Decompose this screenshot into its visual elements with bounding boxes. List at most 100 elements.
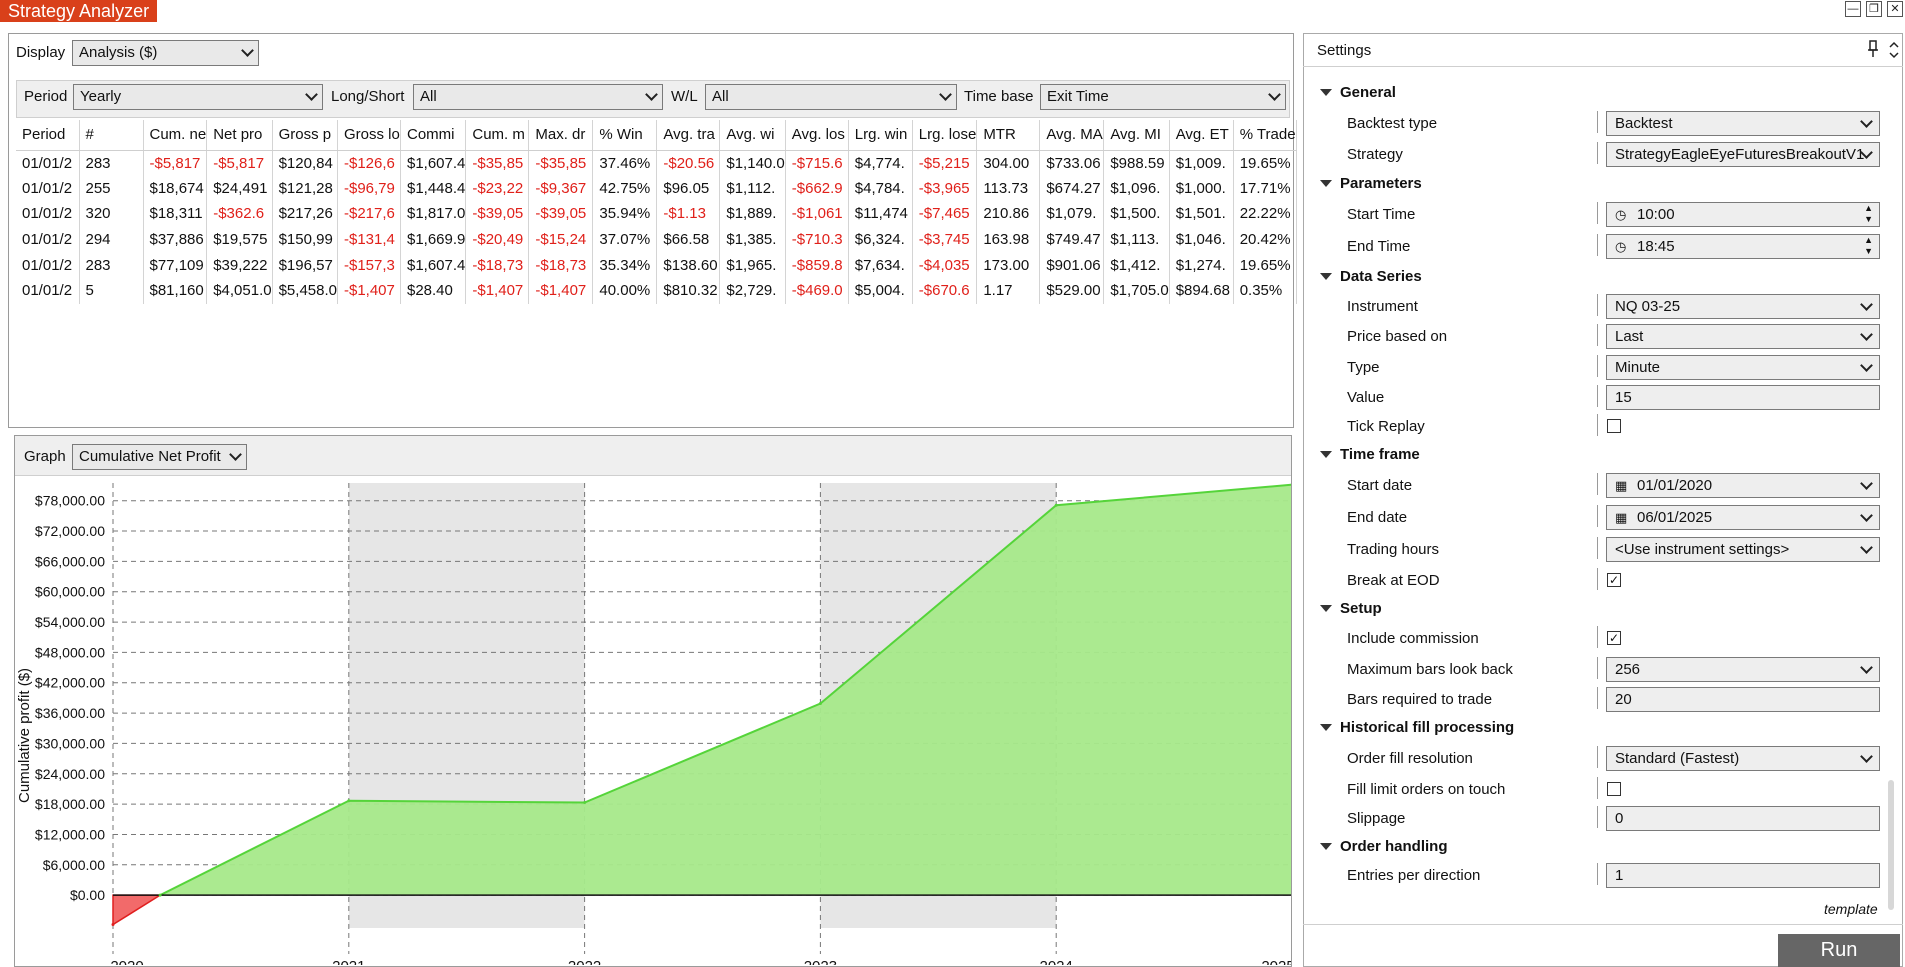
column-header[interactable]: MTR bbox=[976, 120, 1041, 151]
table-cell: -$4,035 bbox=[912, 252, 978, 278]
column-header[interactable]: Avg. MA bbox=[1039, 120, 1105, 151]
settings-scrollbar[interactable] bbox=[1888, 780, 1894, 910]
break-at-eod-checkbox[interactable]: ✓ bbox=[1607, 573, 1621, 587]
column-header[interactable]: Period bbox=[16, 120, 80, 151]
close-icon[interactable]: ✕ bbox=[1887, 1, 1903, 17]
table-cell: $66.58 bbox=[656, 226, 721, 253]
data-point bbox=[111, 923, 115, 927]
column-header[interactable]: Lrg. win bbox=[848, 120, 913, 151]
end-time-field[interactable]: ◷ 18:45 ▲ ▼ bbox=[1606, 234, 1880, 259]
chevron-down-icon[interactable] bbox=[1320, 273, 1332, 280]
column-divider bbox=[1597, 414, 1598, 436]
section-header[interactable]: Parameters bbox=[1340, 175, 1422, 192]
section-header[interactable]: Order handling bbox=[1340, 838, 1448, 855]
chevron-down-icon[interactable] bbox=[1320, 89, 1332, 96]
column-header[interactable]: Avg. ET bbox=[1169, 120, 1234, 151]
column-header[interactable]: Gross lo bbox=[337, 120, 401, 151]
long-short-select[interactable]: All bbox=[413, 84, 663, 110]
section-header[interactable]: Setup bbox=[1340, 600, 1382, 617]
column-header[interactable]: Avg. wi bbox=[719, 120, 786, 151]
scroll-arrows-icon[interactable] bbox=[1887, 38, 1901, 62]
column-divider bbox=[1597, 111, 1598, 133]
table-row[interactable]: 01/01/2 5 $81,160 $4,051.0 $5,458.0 -$1,407 $2… bbox=[16, 277, 1297, 304]
section-header[interactable]: Data Series bbox=[1340, 268, 1422, 285]
chevron-down-icon[interactable] bbox=[1320, 724, 1332, 731]
column-header[interactable]: Max. dr bbox=[528, 120, 594, 151]
chevron-down-icon[interactable] bbox=[1320, 451, 1332, 458]
section-header[interactable]: Historical fill processing bbox=[1340, 719, 1515, 736]
tick-replay-checkbox[interactable] bbox=[1607, 419, 1621, 433]
start-date-field[interactable]: ▦ 01/01/2020 bbox=[1606, 473, 1880, 498]
column-header[interactable]: Lrg. lose bbox=[912, 120, 978, 151]
table-cell: -$1,407 bbox=[528, 277, 594, 304]
table-cell: $5,458.0 bbox=[272, 277, 338, 304]
table-cell: $1,385. bbox=[719, 226, 786, 253]
section-header[interactable]: Time frame bbox=[1340, 446, 1420, 463]
chevron-down-icon[interactable] bbox=[1320, 843, 1332, 850]
run-button[interactable]: Run bbox=[1778, 934, 1900, 967]
table-row[interactable]: 01/01/2 283 -$5,817 -$5,817 $120,84 -$126,6 $1… bbox=[16, 150, 1297, 176]
negative-area bbox=[112, 894, 163, 926]
column-header[interactable]: Cum. m bbox=[465, 120, 530, 151]
maximum-bars-look-back-field[interactable]: 256 bbox=[1606, 657, 1880, 682]
table-cell: 283 bbox=[79, 150, 144, 176]
instrument-field[interactable]: NQ 03-25 bbox=[1606, 294, 1880, 319]
pin-icon[interactable] bbox=[1866, 40, 1880, 58]
column-header[interactable]: % Trade bbox=[1233, 120, 1297, 151]
maximize-icon[interactable]: ❐ bbox=[1866, 1, 1882, 17]
table-cell: -$670.6 bbox=[912, 277, 978, 304]
chevron-down-icon[interactable] bbox=[1320, 180, 1332, 187]
bars-required-to-trade-field[interactable]: 20 bbox=[1606, 687, 1880, 712]
time-base-select[interactable]: Exit Time bbox=[1040, 84, 1286, 110]
column-header[interactable]: Gross p bbox=[272, 120, 338, 151]
chevron-down-icon[interactable] bbox=[1320, 605, 1332, 612]
wl-label: W/L bbox=[671, 88, 698, 105]
table-row[interactable]: 01/01/2 320 $18,311 -$362.6 $217,26 -$217,6 $1… bbox=[16, 201, 1297, 227]
value-value: 15 bbox=[1615, 389, 1632, 406]
column-header[interactable]: Commi bbox=[400, 120, 467, 151]
entries-per-direction-field[interactable]: 1 bbox=[1606, 863, 1880, 888]
column-header[interactable]: Net pro bbox=[206, 120, 273, 151]
value-field[interactable]: 15 bbox=[1606, 385, 1880, 410]
strategy-field[interactable]: StrategyEagleEyeFuturesBreakoutV1 bbox=[1606, 142, 1880, 167]
display-select[interactable]: Analysis ($) bbox=[72, 40, 259, 66]
column-header[interactable]: Cum. ne bbox=[143, 120, 208, 151]
table-row[interactable]: 01/01/2 283 $77,109 $39,222 $196,57 -$157,3 $1… bbox=[16, 252, 1297, 278]
table-row[interactable]: 01/01/2 255 $18,674 $24,491 $121,28 -$96,79 $1… bbox=[16, 175, 1297, 202]
include-commission-checkbox[interactable]: ✓ bbox=[1607, 631, 1621, 645]
table-cell: 37.46% bbox=[592, 150, 658, 176]
order-fill-resolution-field[interactable]: Standard (Fastest) bbox=[1606, 746, 1880, 771]
slippage-field[interactable]: 0 bbox=[1606, 806, 1880, 831]
trading-hours-field[interactable]: <Use instrument settings> bbox=[1606, 537, 1880, 562]
end-date-field[interactable]: ▦ 06/01/2025 bbox=[1606, 505, 1880, 530]
maximum-bars-look-back-label: Maximum bars look back bbox=[1347, 661, 1513, 678]
template-link[interactable]: template bbox=[1824, 901, 1878, 917]
period-select[interactable]: Yearly bbox=[73, 84, 323, 110]
column-header[interactable]: Avg. MI bbox=[1103, 120, 1170, 151]
table-cell: $18,674 bbox=[143, 175, 208, 202]
entries-per-direction-value: 1 bbox=[1615, 867, 1624, 884]
table-cell: $196,57 bbox=[272, 252, 338, 278]
fill-limit-orders-on-touch-checkbox[interactable] bbox=[1607, 782, 1621, 796]
spinner-icon[interactable]: ▲ ▼ bbox=[1864, 235, 1873, 256]
column-header[interactable]: % Win bbox=[592, 120, 658, 151]
minimize-icon[interactable]: — bbox=[1845, 1, 1861, 17]
column-header[interactable]: Avg. tra bbox=[656, 120, 721, 151]
table-cell: $11,474 bbox=[848, 201, 913, 227]
backtest-type-field[interactable]: Backtest bbox=[1606, 111, 1880, 136]
table-row[interactable]: 01/01/2 294 $37,886 $19,575 $150,99 -$131,4 $1… bbox=[16, 226, 1297, 253]
spinner-icon[interactable]: ▲ ▼ bbox=[1864, 203, 1873, 224]
tick-replay-label: Tick Replay bbox=[1347, 418, 1425, 435]
section-header[interactable]: General bbox=[1340, 84, 1396, 101]
graph-select[interactable]: Cumulative Net Profit bbox=[72, 444, 247, 470]
table-cell: $1,448.4 bbox=[400, 175, 467, 202]
type-field[interactable]: Minute bbox=[1606, 355, 1880, 380]
chevron-down-icon bbox=[1860, 298, 1873, 311]
price-based-on-field[interactable]: Last bbox=[1606, 324, 1880, 349]
column-header[interactable]: Avg. los bbox=[785, 120, 849, 151]
settings-divider bbox=[1303, 66, 1903, 67]
period-label: Period bbox=[24, 88, 68, 105]
wl-select[interactable]: All bbox=[705, 84, 957, 110]
column-header[interactable]: # bbox=[79, 120, 144, 151]
start-time-field[interactable]: ◷ 10:00 ▲ ▼ bbox=[1606, 202, 1880, 227]
